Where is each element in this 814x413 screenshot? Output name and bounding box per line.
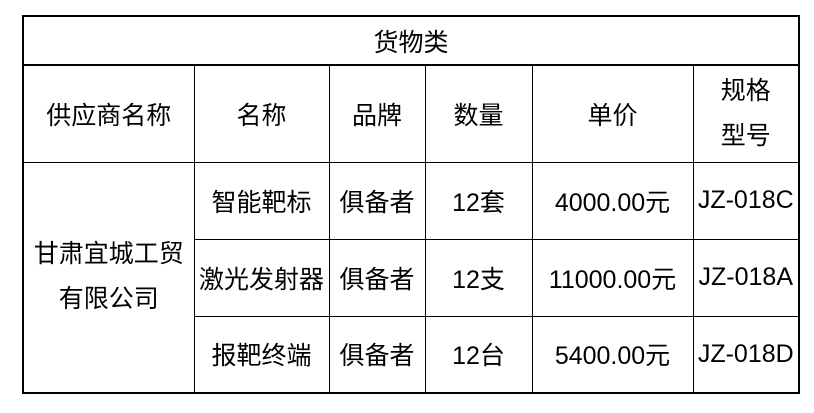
spec-cell: JZ-018D [692, 315, 800, 394]
quantity-cell: 12台 [424, 315, 533, 394]
spec-cell: JZ-018C [692, 161, 800, 240]
quantity-cell: 12支 [424, 238, 533, 317]
header-quantity: 数量 [424, 64, 533, 163]
supplier-name-cell: 甘肃宜城工贸 有限公司 [22, 161, 195, 394]
product-name-cell: 激光发射器 [193, 238, 330, 317]
header-spec-line1: 规格 [720, 76, 771, 105]
quantity-cell: 12套 [424, 161, 533, 240]
table-row: 报靶终端 俱备者 12台 5400.00元 JZ-018D [23, 315, 800, 394]
unit-price-cell: 4000.00元 [531, 161, 694, 240]
product-name-cell: 报靶终端 [193, 315, 330, 394]
table-title-row: 货物类 [22, 15, 800, 66]
header-spec: 规格 型号 [692, 64, 800, 163]
brand-cell: 俱备者 [328, 238, 426, 317]
brand-cell: 俱备者 [328, 161, 426, 240]
table-header-row: 供应商名称 名称 品牌 数量 单价 规格 型号 [22, 64, 800, 163]
brand-cell: 俱备者 [328, 315, 426, 394]
unit-price-cell: 11000.00元 [531, 238, 694, 317]
table-title: 货物类 [373, 28, 449, 57]
supplier-name-line2: 有限公司 [58, 285, 159, 314]
header-name: 名称 [193, 64, 330, 163]
product-name-cell: 智能靶标 [193, 161, 330, 240]
header-supplier: 供应商名称 [22, 64, 195, 163]
spec-cell: JZ-018A [692, 238, 800, 317]
supplier-name-line1: 甘肃宜城工贸 [33, 240, 184, 269]
header-unit-price: 单价 [531, 64, 694, 163]
goods-table: 货物类 供应商名称 名称 品牌 数量 单价 规格 型号 甘肃宜城工贸 有限公司 … [22, 15, 801, 394]
table-row: 甘肃宜城工贸 有限公司 智能靶标 俱备者 12套 4000.00元 JZ-018… [22, 161, 800, 394]
header-brand: 品牌 [328, 64, 426, 163]
table-title-cell: 货物类 [22, 15, 800, 66]
header-spec-line2: 型号 [720, 121, 771, 150]
unit-price-cell: 5400.00元 [531, 315, 694, 394]
